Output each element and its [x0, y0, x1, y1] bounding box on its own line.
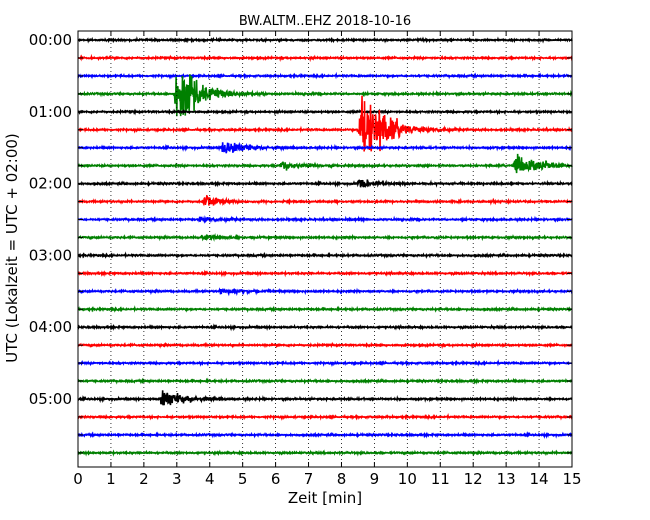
x-tick-label: 15: [562, 470, 581, 488]
y-tick-label: 02:00: [29, 175, 72, 193]
trace-row-8: [77, 179, 573, 189]
x-tick-label: 11: [431, 470, 450, 488]
x-tick-label: 10: [398, 470, 417, 488]
y-tick-label: 01:00: [29, 103, 72, 121]
trace-row-7: [77, 153, 573, 174]
trace-row-15: [77, 305, 573, 313]
trace-row-23: [77, 449, 573, 457]
trace-row-16: [77, 323, 573, 332]
plot-frame: [77, 30, 573, 468]
x-tick-label: 9: [370, 470, 380, 488]
trace-row-0: [77, 36, 573, 44]
y-tick-label: 05:00: [29, 390, 72, 408]
trace-row-4: [77, 108, 573, 116]
x-tick-label: 7: [304, 470, 314, 488]
trace-group: [77, 36, 573, 457]
trace-row-21: [77, 412, 573, 421]
x-tick-label: 6: [271, 470, 281, 488]
y-tick-label: 04:00: [29, 318, 72, 336]
x-tick-label: 0: [73, 470, 83, 488]
y-axis-label: UTC (Lokalzeit = UTC + 02:00): [3, 133, 21, 363]
x-tick-label: 3: [172, 470, 182, 488]
trace-row-22: [77, 430, 573, 440]
grid-lines: [110, 31, 540, 467]
trace-row-3: [77, 74, 573, 117]
x-tick-label: 12: [464, 470, 483, 488]
trace-row-5: [77, 95, 573, 152]
trace-row-18: [77, 358, 573, 368]
trace-row-11: [77, 233, 573, 242]
x-tick-label: 4: [205, 470, 215, 488]
trace-row-17: [77, 341, 573, 350]
trace-row-2: [77, 71, 573, 80]
trace-row-19: [77, 377, 573, 385]
trace-row-10: [77, 215, 573, 224]
axis-ticks: 0 1 2 3 4 5 6 7 8 9 10 11 12 13 14 1500:0001:0002:0003:…: [29, 31, 582, 488]
x-tick-label: 14: [530, 470, 549, 488]
trace-row-9: [77, 194, 573, 207]
trace-row-14: [77, 287, 573, 297]
x-tick-label: 2: [139, 470, 149, 488]
chart-title: BW.ALTM..EHZ 2018-10-16: [239, 14, 411, 29]
trace-row-12: [77, 251, 573, 260]
x-axis-label: Zeit [min]: [288, 489, 362, 507]
trace-row-13: [77, 269, 573, 278]
x-tick-label: 13: [497, 470, 516, 488]
x-tick-label: 5: [238, 470, 248, 488]
y-tick-label: 00:00: [29, 31, 72, 49]
trace-row-20: [77, 390, 573, 406]
x-tick-label: 8: [337, 470, 347, 488]
x-tick-label: 1: [106, 470, 116, 488]
trace-row-6: [77, 141, 573, 154]
trace-row-1: [77, 53, 573, 63]
y-tick-label: 03:00: [29, 246, 72, 264]
